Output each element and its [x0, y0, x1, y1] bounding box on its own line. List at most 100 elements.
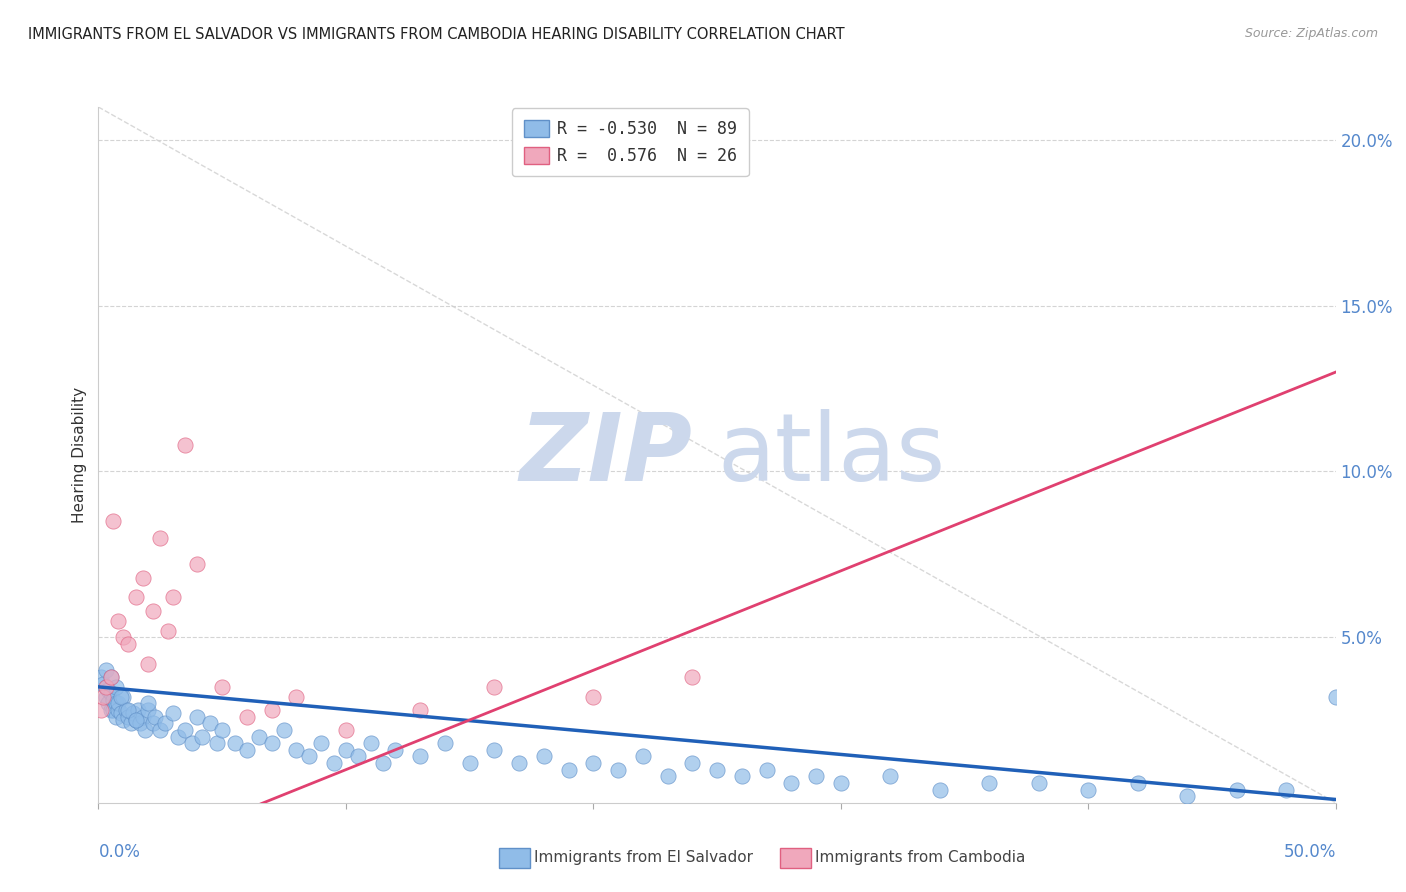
- Point: [384, 743, 406, 757]
- Point: [755, 763, 778, 777]
- Point: [132, 709, 155, 723]
- Point: [114, 703, 136, 717]
- Point: [657, 769, 679, 783]
- Point: [211, 680, 233, 694]
- Point: [112, 713, 135, 727]
- Point: [484, 680, 506, 694]
- Point: [104, 680, 127, 694]
- Point: [285, 690, 308, 704]
- Point: [409, 703, 432, 717]
- Point: [100, 686, 122, 700]
- Point: [186, 709, 208, 723]
- Point: [155, 716, 177, 731]
- Point: [706, 763, 728, 777]
- Point: [136, 697, 159, 711]
- Point: [97, 683, 120, 698]
- Point: [433, 736, 456, 750]
- Point: [100, 670, 122, 684]
- Point: [122, 706, 145, 721]
- Point: [117, 709, 139, 723]
- Point: [360, 736, 382, 750]
- Point: [1028, 776, 1050, 790]
- Point: [979, 776, 1001, 790]
- Point: [335, 723, 357, 737]
- Point: [458, 756, 481, 770]
- Point: [93, 676, 115, 690]
- Point: [142, 716, 165, 731]
- Point: [1175, 789, 1198, 804]
- Point: [90, 703, 112, 717]
- Point: [120, 716, 142, 731]
- Point: [533, 749, 555, 764]
- Point: [830, 776, 852, 790]
- Point: [162, 591, 184, 605]
- Point: [582, 756, 605, 770]
- Text: 0.0%: 0.0%: [98, 843, 141, 861]
- Point: [1226, 782, 1249, 797]
- Point: [582, 690, 605, 704]
- Point: [347, 749, 370, 764]
- Point: [143, 709, 166, 723]
- Point: [94, 690, 117, 704]
- Point: [298, 749, 321, 764]
- Point: [104, 697, 127, 711]
- Point: [162, 706, 184, 721]
- Point: [174, 438, 197, 452]
- Point: [205, 736, 228, 750]
- Point: [731, 769, 754, 783]
- Point: [142, 604, 165, 618]
- Point: [110, 690, 132, 704]
- Point: [103, 514, 125, 528]
- Point: [631, 749, 654, 764]
- Point: [681, 670, 703, 684]
- Point: [1126, 776, 1149, 790]
- Point: [107, 703, 129, 717]
- Point: [186, 558, 208, 572]
- Point: [181, 736, 204, 750]
- Point: [112, 690, 135, 704]
- Point: [94, 663, 117, 677]
- Point: [107, 614, 129, 628]
- Point: [104, 709, 127, 723]
- Point: [90, 670, 112, 684]
- Point: [117, 637, 139, 651]
- Point: [335, 743, 357, 757]
- Point: [484, 743, 506, 757]
- Point: [191, 730, 214, 744]
- Point: [136, 657, 159, 671]
- Point: [94, 680, 117, 694]
- Legend: R = -0.530  N = 89, R =  0.576  N = 26: R = -0.530 N = 89, R = 0.576 N = 26: [512, 109, 749, 177]
- Text: Immigrants from Cambodia: Immigrants from Cambodia: [815, 850, 1026, 864]
- Point: [780, 776, 803, 790]
- Point: [804, 769, 827, 783]
- Point: [309, 736, 332, 750]
- Point: [103, 703, 125, 717]
- Point: [607, 763, 630, 777]
- Point: [97, 697, 120, 711]
- Point: [236, 743, 259, 757]
- Point: [112, 630, 135, 644]
- Text: ZIP: ZIP: [519, 409, 692, 501]
- Point: [174, 723, 197, 737]
- Point: [149, 723, 172, 737]
- Point: [198, 716, 221, 731]
- Point: [117, 703, 139, 717]
- Point: [681, 756, 703, 770]
- Point: [260, 703, 283, 717]
- Point: [166, 730, 188, 744]
- Point: [557, 763, 579, 777]
- Point: [1324, 690, 1347, 704]
- Point: [1077, 782, 1099, 797]
- Text: IMMIGRANTS FROM EL SALVADOR VS IMMIGRANTS FROM CAMBODIA HEARING DISABILITY CORRE: IMMIGRANTS FROM EL SALVADOR VS IMMIGRANT…: [28, 27, 845, 42]
- Point: [211, 723, 233, 737]
- Point: [236, 709, 259, 723]
- Point: [508, 756, 530, 770]
- Point: [247, 730, 270, 744]
- Point: [127, 703, 149, 717]
- Point: [1275, 782, 1298, 797]
- Point: [107, 697, 129, 711]
- Point: [409, 749, 432, 764]
- Point: [322, 756, 344, 770]
- Text: 50.0%: 50.0%: [1284, 843, 1336, 861]
- Point: [103, 693, 125, 707]
